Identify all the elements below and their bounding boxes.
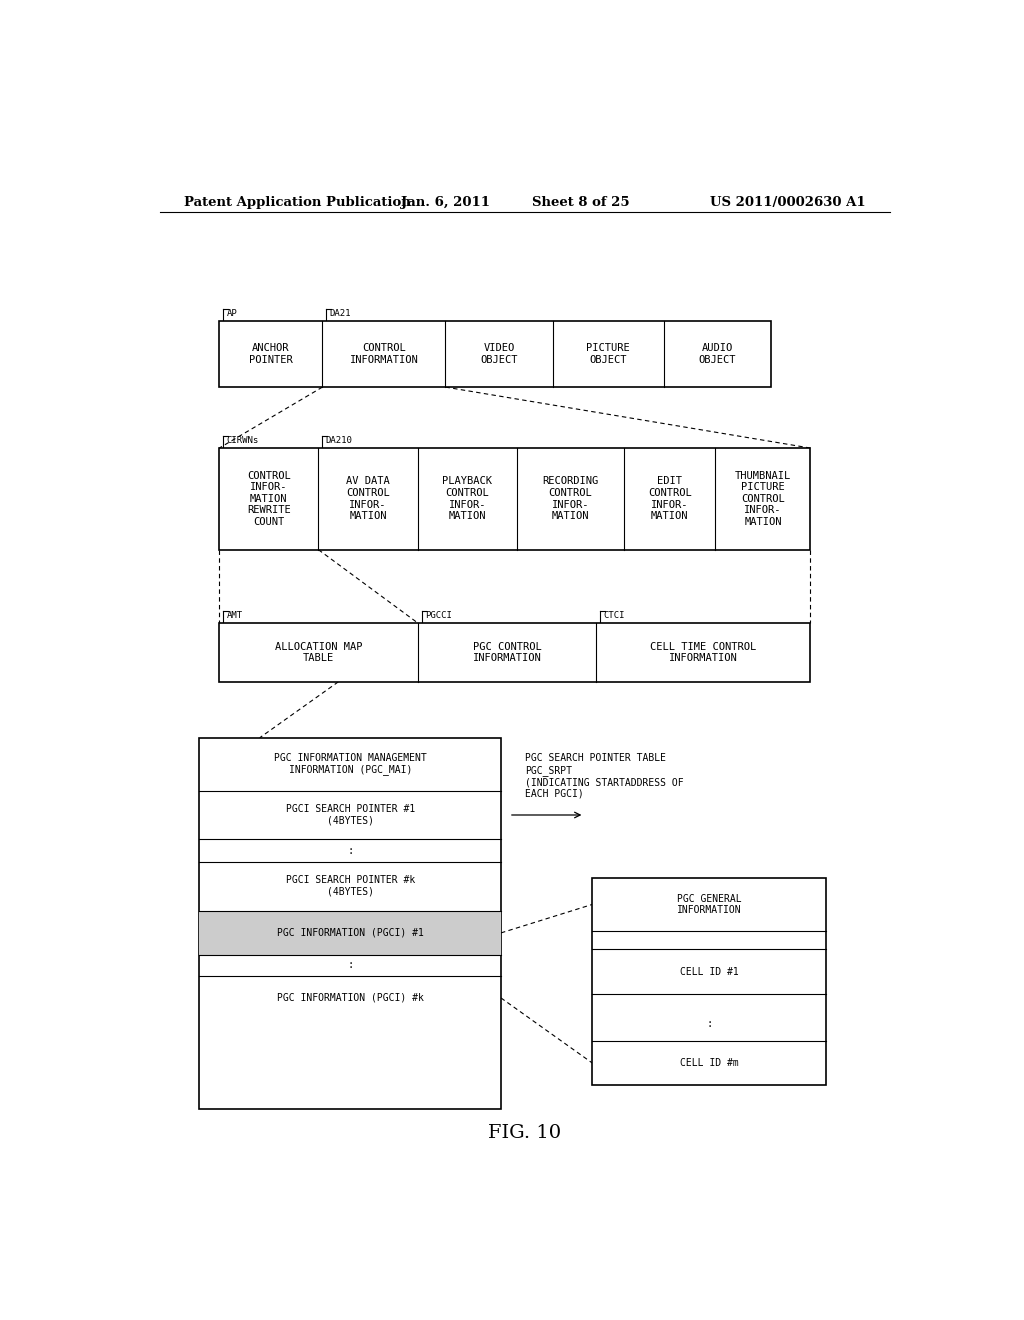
Bar: [219, 321, 771, 387]
Text: CONTROL
INFORMATION: CONTROL INFORMATION: [349, 343, 419, 364]
Text: :: :: [347, 846, 353, 855]
Text: Sheet 8 of 25: Sheet 8 of 25: [531, 195, 629, 209]
Bar: [219, 623, 811, 682]
Text: CELL ID #m: CELL ID #m: [680, 1059, 738, 1068]
Text: CTCI: CTCI: [603, 611, 625, 620]
Text: PGC CONTROL
INFORMATION: PGC CONTROL INFORMATION: [472, 642, 542, 663]
Text: PLAYBACK
CONTROL
INFOR-
MATION: PLAYBACK CONTROL INFOR- MATION: [442, 477, 493, 521]
Text: US 2011/0002630 A1: US 2011/0002630 A1: [711, 195, 866, 209]
Text: PGC GENERAL
INFORMATION: PGC GENERAL INFORMATION: [677, 894, 741, 915]
Text: :: :: [347, 961, 353, 970]
Text: FIG. 10: FIG. 10: [488, 1125, 561, 1142]
Bar: [200, 738, 501, 1109]
Text: RECORDING
CONTROL
INFOR-
MATION: RECORDING CONTROL INFOR- MATION: [543, 477, 599, 521]
Bar: [592, 878, 826, 1085]
Text: VIDEO
OBJECT: VIDEO OBJECT: [480, 343, 518, 364]
Text: Patent Application Publication: Patent Application Publication: [183, 195, 411, 209]
Text: PGC INFORMATION (PGCI) #1: PGC INFORMATION (PGCI) #1: [276, 928, 424, 939]
Bar: [219, 447, 811, 549]
Text: PGCCI: PGCCI: [425, 611, 452, 620]
Text: DA210: DA210: [326, 436, 352, 445]
Text: AP: AP: [226, 309, 238, 318]
Text: PGCI SEARCH POINTER #1
(4BYTES): PGCI SEARCH POINTER #1 (4BYTES): [286, 804, 415, 826]
Text: ALLOCATION MAP
TABLE: ALLOCATION MAP TABLE: [274, 642, 362, 663]
Text: PGC INFORMATION (PGCI) #k: PGC INFORMATION (PGCI) #k: [276, 993, 424, 1003]
Text: AV DATA
CONTROL
INFOR-
MATION: AV DATA CONTROL INFOR- MATION: [346, 477, 390, 521]
Text: EDIT
CONTROL
INFOR-
MATION: EDIT CONTROL INFOR- MATION: [648, 477, 691, 521]
Text: CELL ID #1: CELL ID #1: [680, 966, 738, 977]
Text: PICTURE
OBJECT: PICTURE OBJECT: [587, 343, 630, 364]
Text: AUDIO
OBJECT: AUDIO OBJECT: [698, 343, 736, 364]
Text: PGC INFORMATION MANAGEMENT
INFORMATION (PGC_MAI): PGC INFORMATION MANAGEMENT INFORMATION (…: [273, 752, 427, 775]
Text: PGCI SEARCH POINTER #k
(4BYTES): PGCI SEARCH POINTER #k (4BYTES): [286, 875, 415, 898]
Text: CELL TIME CONTROL
INFORMATION: CELL TIME CONTROL INFORMATION: [650, 642, 757, 663]
Text: DA21: DA21: [330, 309, 351, 318]
Text: AMT: AMT: [226, 611, 243, 620]
Text: :: :: [707, 1019, 713, 1030]
Text: Jan. 6, 2011: Jan. 6, 2011: [401, 195, 489, 209]
Bar: [200, 911, 501, 956]
Text: THUMBNAIL
PICTURE
CONTROL
INFOR-
MATION: THUMBNAIL PICTURE CONTROL INFOR- MATION: [735, 471, 791, 527]
Text: PGC SEARCH POINTER TABLE
PGC_SRPT
(INDICATING STARTADDRESS OF
EACH PGCI): PGC SEARCH POINTER TABLE PGC_SRPT (INDIC…: [524, 752, 683, 799]
Text: CIRWNs: CIRWNs: [226, 436, 259, 445]
Text: CONTROL
INFOR-
MATION
REWRITE
COUNT: CONTROL INFOR- MATION REWRITE COUNT: [247, 471, 291, 527]
Text: ANCHOR
POINTER: ANCHOR POINTER: [249, 343, 293, 364]
